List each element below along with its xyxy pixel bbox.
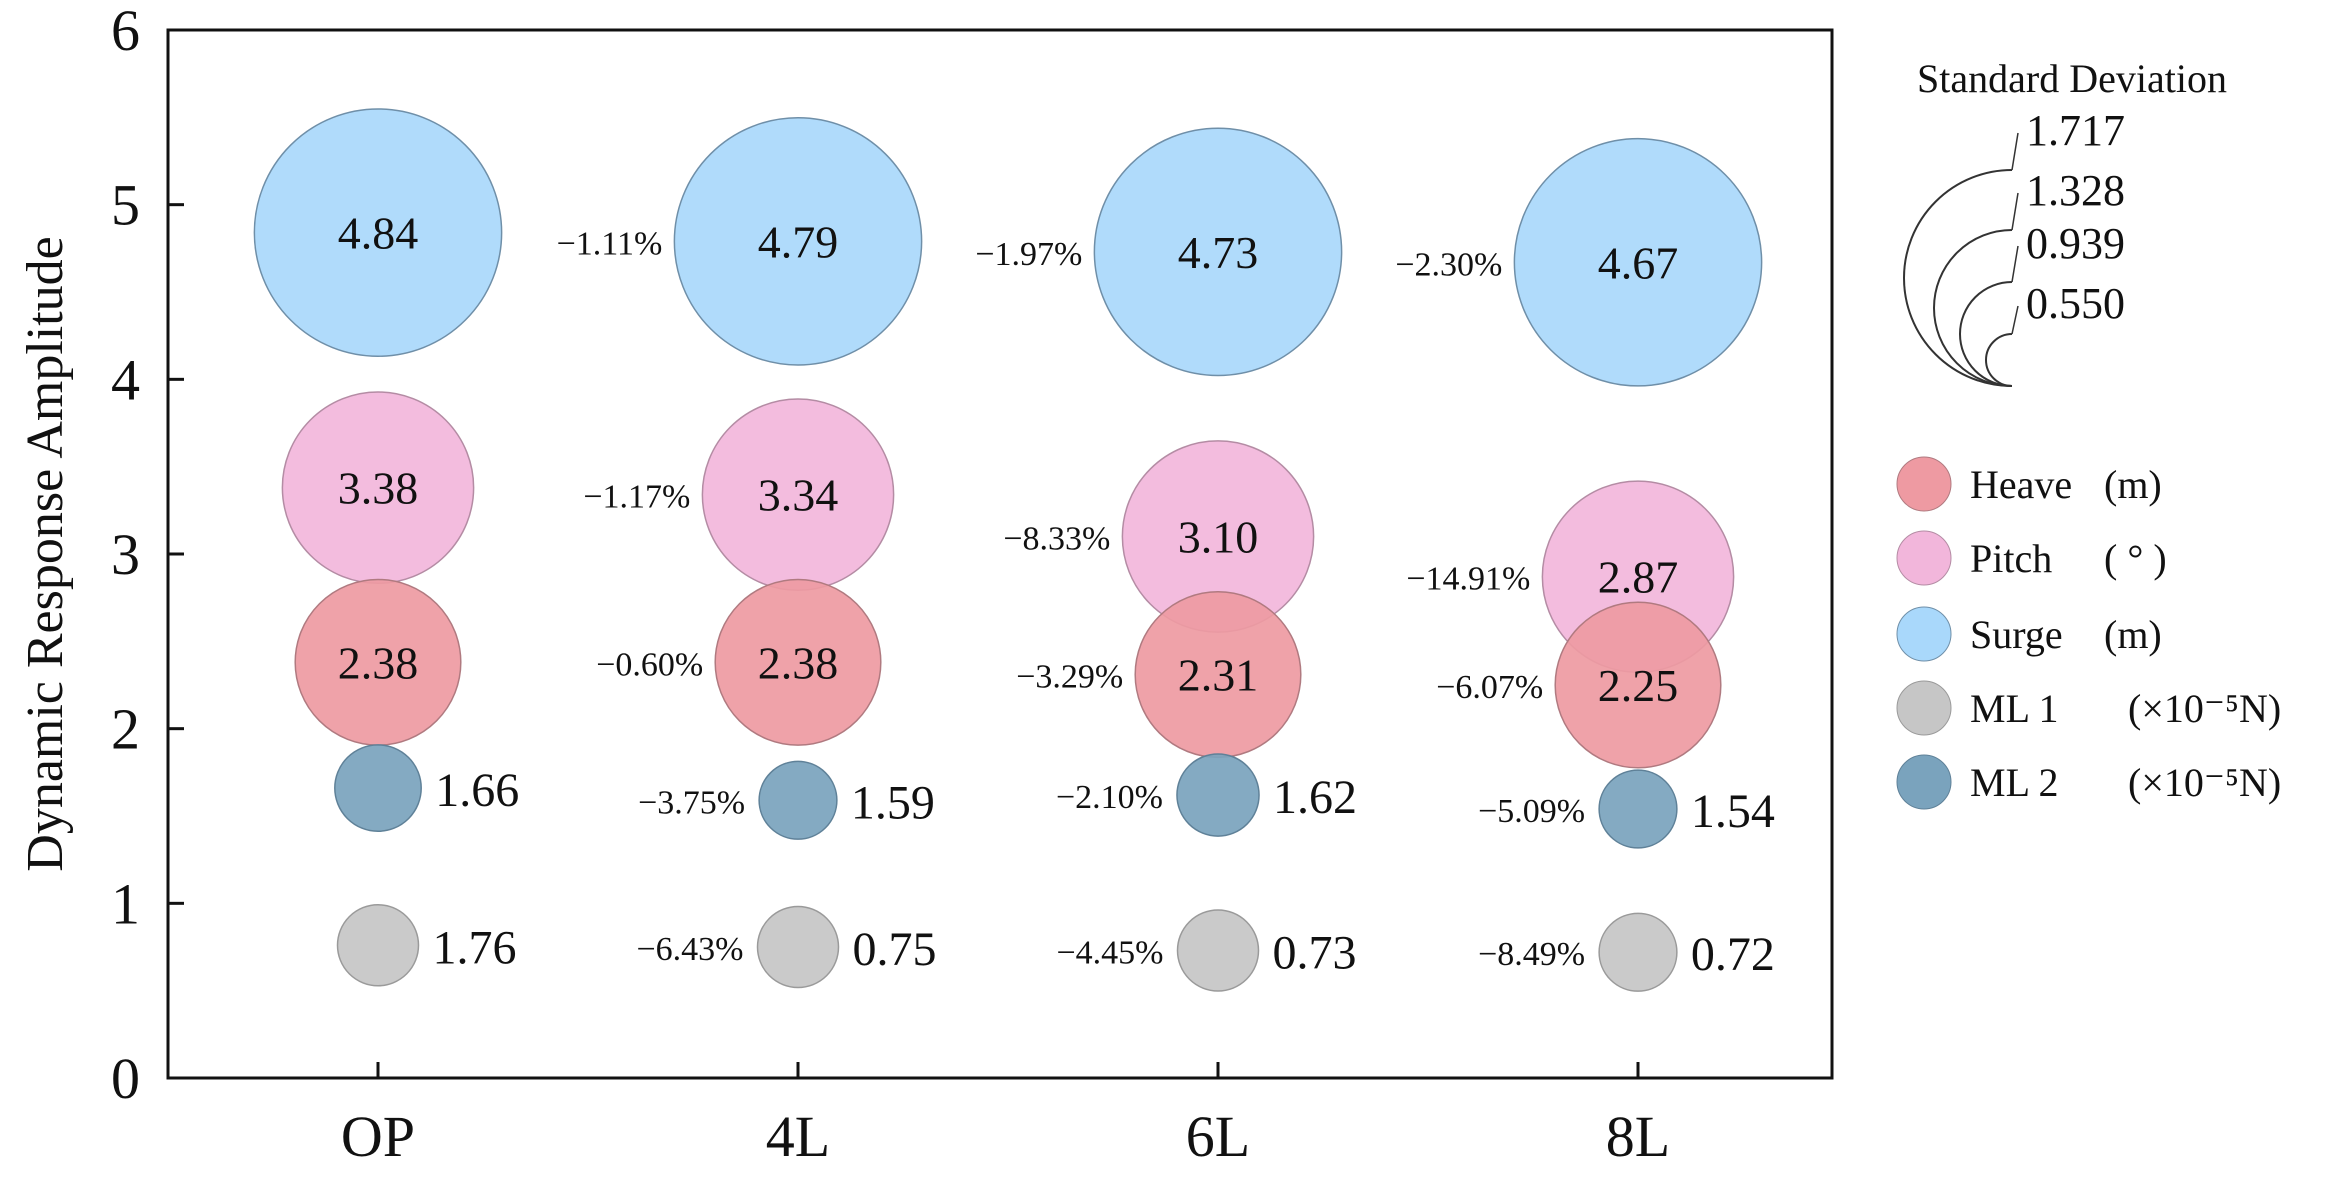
value-label-surge: 4.79 (758, 216, 839, 267)
bubble-surge-6l (1093, 127, 1343, 377)
value-label-pitch: 2.87 (1598, 552, 1679, 603)
y-tick-label: 3 (111, 522, 140, 587)
bubble-ml2-4l (758, 760, 838, 840)
x-axis: OP 4L 6L 8L (341, 1062, 1670, 1169)
legend-name-pitch: Pitch (1970, 536, 2052, 581)
size-legend-arc (1985, 333, 2013, 387)
bubble-ml1-6l (1176, 909, 1260, 992)
y-axis: 0 1 2 3 4 5 6 Dynamic Response Amplitude (17, 0, 184, 1111)
bubble-ml2-8l (1598, 769, 1678, 849)
bubble-ml1-8l (1598, 912, 1678, 992)
legend-name-ml1: ML 1 (1970, 686, 2059, 731)
change-label-ml2: −3.75% (638, 784, 745, 821)
value-label-heave: 2.38 (758, 637, 839, 688)
bubble-surge-4l (673, 116, 923, 366)
legend-name-surge: Surge (1970, 612, 2063, 657)
value-label-ml2: 1.66 (435, 764, 519, 817)
legend-swatch-ml2 (1896, 754, 1952, 810)
change-label-heave: −0.60% (596, 646, 703, 683)
value-label-pitch: 3.34 (758, 470, 839, 521)
value-label-pitch: 3.38 (338, 463, 419, 514)
change-label-pitch: −1.17% (583, 479, 690, 516)
value-label-surge: 4.84 (338, 208, 419, 259)
value-label-ml1: 1.76 (433, 921, 517, 974)
y-tick-label: 4 (111, 347, 140, 412)
y-tick-label: 0 (111, 1046, 140, 1111)
bubble-heave-4l (714, 578, 882, 746)
bubble-ml2-6l (1176, 753, 1260, 837)
size-legend-leader (2011, 245, 2019, 283)
value-label-ml2: 1.59 (851, 776, 935, 829)
value-label-ml2: 1.54 (1691, 785, 1775, 838)
legend-swatch-ml1 (1896, 680, 1952, 736)
change-label-heave: −6.07% (1436, 669, 1543, 706)
legend-swatch-pitch (1896, 530, 1952, 586)
legend-unit-surge: (m) (2104, 612, 2162, 657)
size-legend-label: 0.550 (2026, 279, 2125, 328)
value-label-ml2: 1.62 (1273, 771, 1357, 824)
legend-unit-ml2: (×10⁻⁵N) (2128, 760, 2281, 805)
value-label-heave: 2.25 (1598, 660, 1679, 711)
value-label-heave: 2.31 (1178, 650, 1259, 701)
value-label-ml1: 0.73 (1273, 926, 1357, 979)
value-label-surge: 4.67 (1598, 237, 1679, 288)
legend-unit-pitch: ( ° ) (2104, 536, 2167, 581)
legend-swatch-heave (1896, 456, 1952, 512)
y-tick-label: 2 (111, 697, 140, 762)
value-label-heave: 2.38 (338, 637, 419, 688)
x-tick-label: 6L (1186, 1104, 1250, 1169)
change-label-ml1: −8.49% (1478, 936, 1585, 973)
y-axis-label: Dynamic Response Amplitude (17, 236, 74, 871)
size-legend-label: 1.717 (2026, 106, 2125, 155)
value-label-surge: 4.73 (1178, 227, 1259, 278)
change-label-ml2: −2.10% (1056, 779, 1163, 816)
size-legend-label: 0.939 (2026, 219, 2125, 268)
y-tick-label: 6 (111, 0, 140, 63)
legend-name-ml2: ML 2 (1970, 760, 2059, 805)
change-label-ml2: −5.09% (1478, 793, 1585, 830)
size-legend-leader (2011, 192, 2019, 231)
size-legend-leader (2011, 305, 2019, 335)
size-legend-arc (1959, 281, 2013, 387)
value-label-ml1: 0.72 (1691, 928, 1775, 981)
bubbles-layer (253, 108, 1763, 992)
size-legend-label: 1.328 (2026, 166, 2125, 215)
legend-unit-heave: (m) (2104, 462, 2162, 507)
x-tick-label: OP (341, 1104, 415, 1169)
change-label-surge: −2.30% (1395, 246, 1502, 283)
bubble-heave-8l (1554, 601, 1722, 769)
labels-layer: 4.84 4.79 −1.11% 4.73 −1.97% 4.67 −2.30% 3.38 3.… (338, 208, 1775, 982)
change-label-ml1: −6.43% (637, 931, 744, 968)
size-legend-arc (1903, 169, 2013, 387)
value-label-ml1: 0.75 (853, 923, 937, 976)
change-label-pitch: −8.33% (1003, 521, 1110, 558)
color-legend: Heave (m) Pitch ( ° ) Surge (m) ML 1 (×10⁻⁵N) ML… (1896, 456, 2281, 810)
bubble-surge-8l (1513, 137, 1763, 387)
change-label-pitch: −14.91% (1406, 561, 1530, 598)
change-label-heave: −3.29% (1016, 659, 1123, 696)
x-tick-label: 4L (766, 1104, 830, 1169)
bubble-surge-op (253, 108, 503, 357)
y-tick-label: 1 (111, 871, 140, 936)
y-tick-label: 5 (111, 173, 140, 238)
legend-swatch-surge (1896, 606, 1952, 662)
legend-name-heave: Heave (1970, 462, 2072, 507)
bubble-ml2-op (334, 744, 422, 833)
size-legend-arc (1933, 229, 2013, 387)
change-label-surge: −1.97% (975, 236, 1082, 273)
legend-unit-ml1: (×10⁻⁵N) (2128, 686, 2281, 731)
size-legend-title: Standard Deviation (1917, 56, 2227, 101)
change-label-ml1: −4.45% (1057, 934, 1164, 971)
x-tick-label: 8L (1606, 1104, 1670, 1169)
change-label-surge: −1.11% (557, 225, 663, 262)
bubble-ml1-op (336, 904, 420, 987)
value-label-pitch: 3.10 (1178, 512, 1259, 563)
bubble-ml1-4l (756, 905, 840, 989)
size-legend-leader (2011, 132, 2019, 171)
